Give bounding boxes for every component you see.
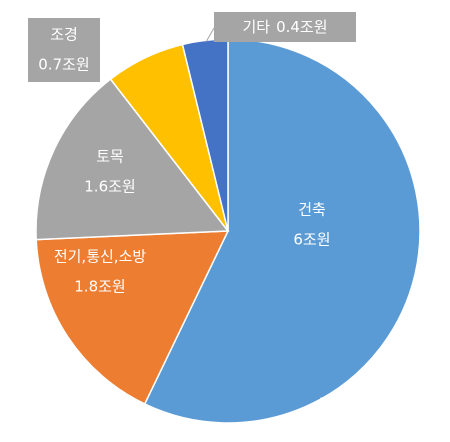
value-label: 6조원: [293, 231, 330, 249]
label-box: [214, 12, 356, 42]
category-label: 전기,통신,소방: [54, 248, 147, 266]
leader-line: [205, 27, 215, 43]
data-label: 기타 0.4조원: [242, 18, 327, 36]
value-label: 0.7조원: [38, 56, 89, 74]
value-label: 0.4조원: [276, 18, 327, 36]
category-label: 기타: [242, 18, 270, 36]
label-box: [28, 18, 100, 82]
value-label: 1.6조원: [84, 178, 135, 196]
pie-slice: [143, 38, 421, 424]
value-label: 1.8조원: [74, 278, 125, 296]
category-label: 토목: [96, 148, 124, 166]
watermark: Larent: [316, 393, 395, 421]
category-label: 건축: [298, 201, 326, 219]
pie-slice: [35, 230, 230, 405]
pie-slice: [35, 78, 230, 241]
category-label: 조경: [50, 26, 78, 44]
